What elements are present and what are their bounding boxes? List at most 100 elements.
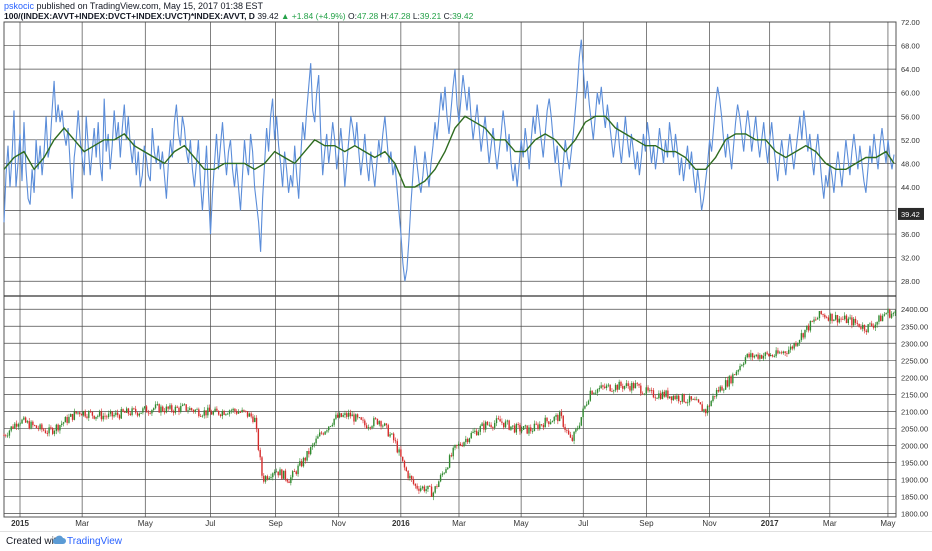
candle-body — [308, 450, 310, 455]
candle-body — [798, 339, 801, 343]
candle-body — [125, 408, 128, 413]
candle-body — [351, 414, 353, 417]
candle-body — [672, 395, 675, 401]
candle-body — [501, 421, 503, 423]
candle-body — [656, 398, 658, 399]
candle-body — [376, 418, 379, 425]
candle-body — [551, 421, 554, 423]
candle-body — [710, 401, 712, 407]
y-tick-label: 2400.00 — [901, 305, 928, 314]
candle-body — [539, 424, 541, 430]
candle-body — [109, 411, 112, 414]
y-tick-label: 36.00 — [901, 230, 920, 239]
candle-body — [107, 413, 110, 418]
candle-body — [19, 423, 21, 425]
candle-body — [567, 430, 570, 435]
y-tick-label: 28.00 — [901, 277, 920, 286]
candle-body — [371, 426, 373, 428]
candle-body — [894, 311, 896, 313]
candle-body — [566, 429, 568, 431]
candle-body — [401, 456, 404, 461]
candle-body — [234, 408, 236, 412]
candle-body — [329, 426, 332, 427]
candle-body — [421, 486, 424, 489]
last-value-tag — [898, 207, 924, 220]
candle-body — [854, 318, 857, 323]
candle-body — [134, 408, 137, 413]
candle-body — [214, 408, 216, 412]
candle-body — [542, 424, 545, 428]
candle-body — [818, 311, 821, 319]
candle-body — [869, 323, 871, 325]
candle-body — [739, 365, 741, 371]
candle-body — [741, 365, 743, 366]
candle-body — [263, 475, 265, 482]
candle-body — [737, 370, 739, 372]
candle-body — [248, 413, 251, 417]
candle-body — [454, 444, 456, 448]
candle-body — [115, 412, 117, 415]
candle-body — [207, 407, 209, 416]
candle-body — [701, 404, 703, 412]
candle-body — [203, 410, 205, 416]
candle-body — [91, 411, 94, 416]
change-value: ▲ +1.84 (+4.9%) — [280, 11, 346, 21]
candle-body — [138, 413, 141, 416]
candle-body — [632, 383, 635, 389]
candle-body — [272, 473, 274, 478]
candle-body — [625, 383, 628, 387]
candle-body — [277, 471, 279, 476]
tradingview-cloud-icon[interactable] — [52, 535, 66, 548]
candle-body — [172, 410, 175, 413]
candle-body — [726, 380, 729, 387]
candle-body — [5, 435, 7, 437]
candle-body — [659, 393, 662, 399]
candle-body — [649, 389, 651, 391]
x-tick-label: 2016 — [392, 519, 410, 528]
tradingview-brand-link[interactable]: TradingView — [67, 536, 123, 547]
y-tick-label: 1900.00 — [901, 476, 928, 485]
candle-body — [600, 385, 602, 389]
candle-body — [169, 405, 171, 409]
candle-body — [524, 425, 527, 427]
candle-body — [623, 386, 626, 389]
candle-body — [874, 324, 877, 328]
candle-body — [360, 417, 362, 420]
candle-body — [447, 467, 449, 470]
candle-body — [683, 393, 685, 403]
candle-body — [367, 427, 370, 429]
candle-body — [744, 357, 747, 364]
candle-body — [605, 385, 608, 389]
candle-body — [479, 426, 481, 432]
candle-body — [795, 343, 797, 346]
candle-body — [111, 411, 113, 417]
candle-body — [374, 418, 377, 419]
published-text: published on TradingView.com, May 15, 20… — [36, 1, 264, 11]
candle-body — [427, 485, 429, 490]
candle-body — [802, 333, 804, 338]
candle-body — [190, 408, 193, 410]
candle-body — [618, 381, 620, 390]
candle-body — [492, 427, 494, 428]
candle-body — [142, 408, 144, 413]
author-link[interactable]: pskocic — [4, 1, 35, 11]
candle-body — [264, 476, 267, 482]
y-tick-label: 2100.00 — [901, 407, 928, 416]
candle-body — [616, 384, 619, 390]
candle-body — [71, 413, 74, 420]
candle-body — [342, 415, 344, 417]
candle-body — [162, 406, 164, 412]
candle-body — [878, 315, 880, 322]
y-tick-label: 56.00 — [901, 112, 920, 121]
candle-body — [151, 410, 153, 414]
candle-body — [302, 457, 305, 467]
candle-body — [634, 383, 637, 389]
candle-body — [472, 431, 474, 433]
candle-body — [452, 447, 454, 457]
candle-body — [580, 417, 582, 426]
candle-body — [436, 486, 438, 488]
chart-canvas[interactable]: 72.00 68.00 64.00 60.00 56.00 52.00 48.00 44.00… — [0, 0, 932, 531]
candle-body — [887, 309, 889, 314]
candle-body — [800, 333, 803, 340]
candle-body — [807, 325, 810, 331]
